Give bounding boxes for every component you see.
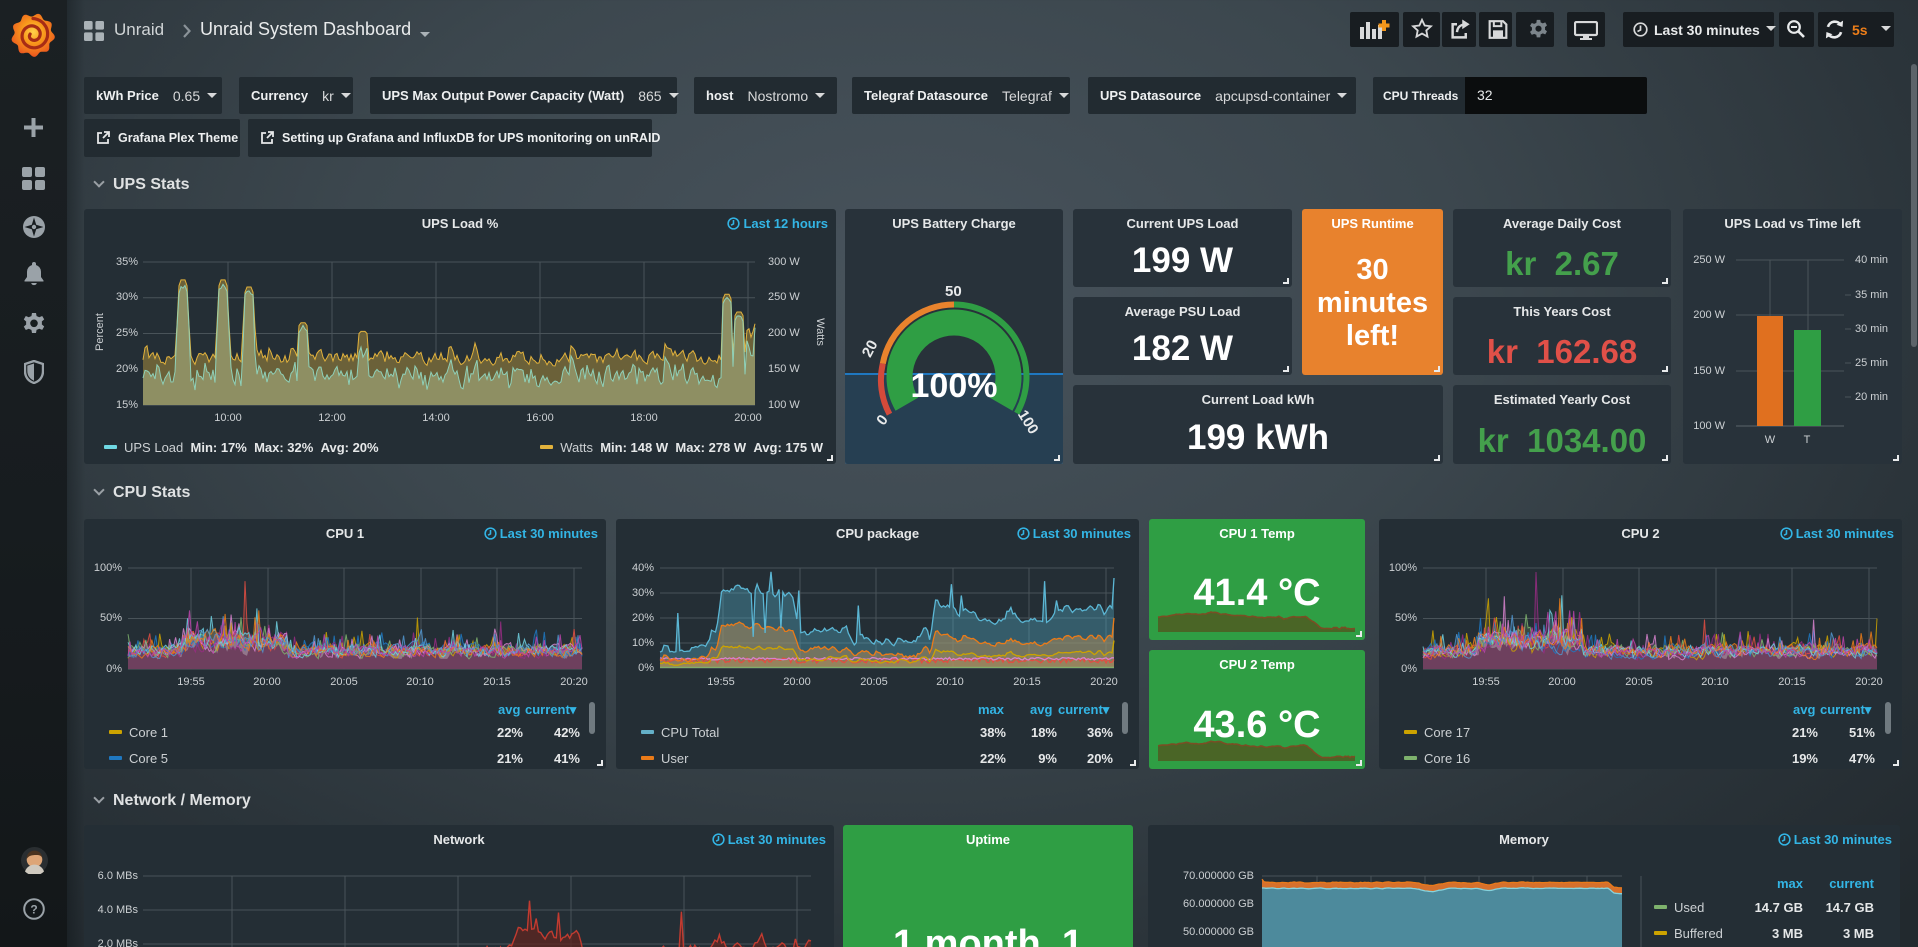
svg-text:20: 20 <box>859 337 882 360</box>
svg-text:50: 50 <box>945 283 962 300</box>
svg-text:?: ? <box>30 903 37 917</box>
